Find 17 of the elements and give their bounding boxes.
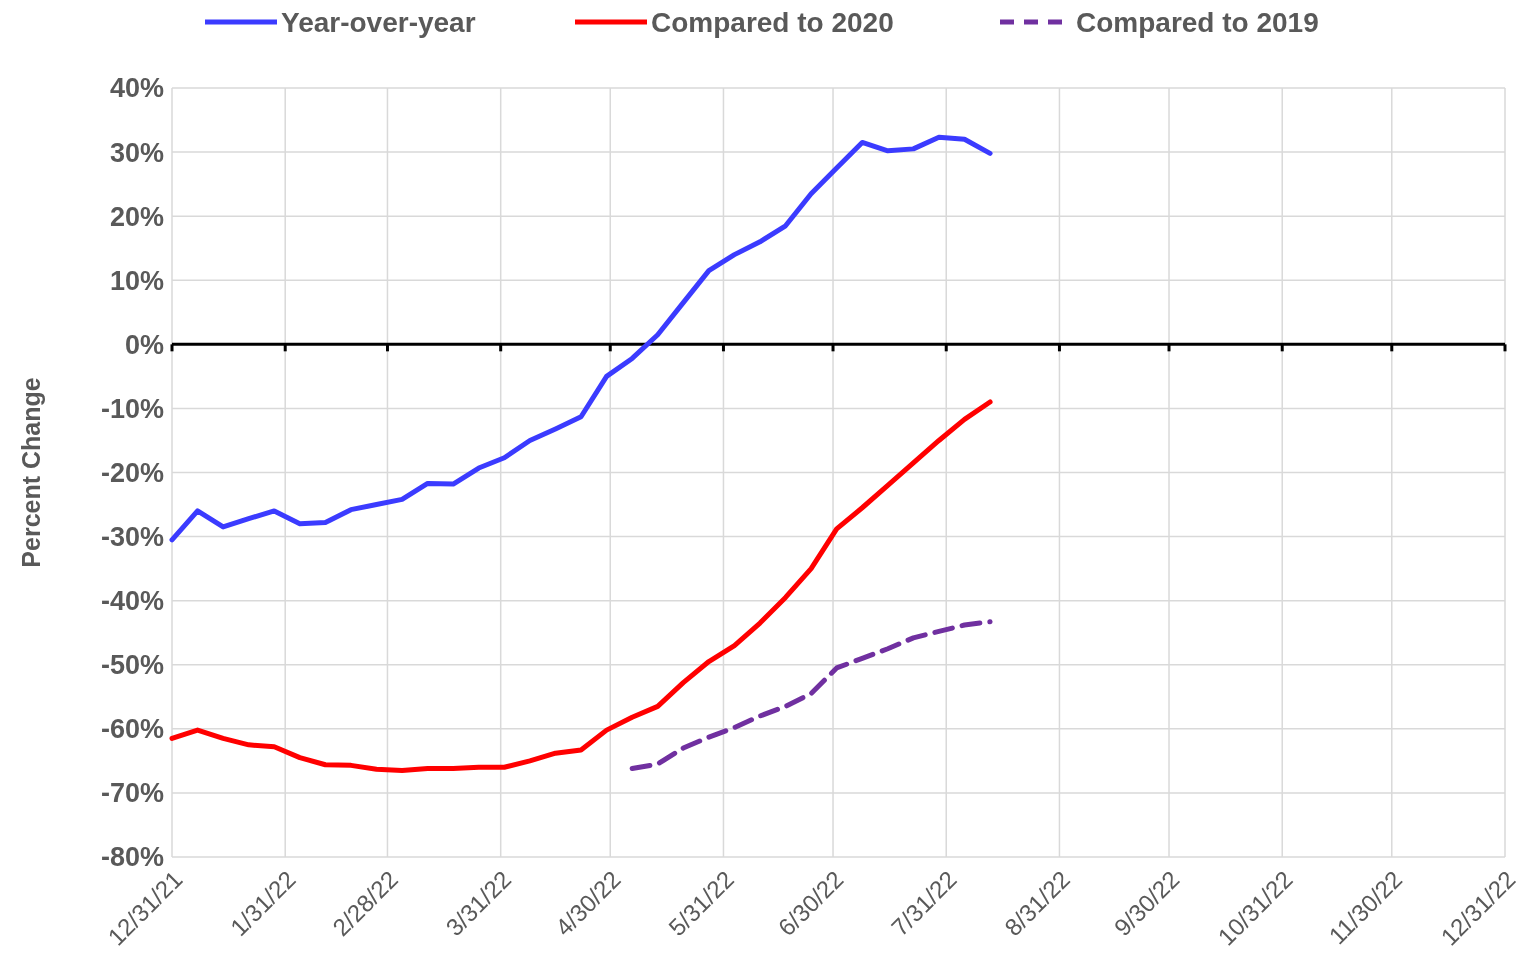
y-tick-label: -50% bbox=[100, 650, 164, 681]
y-tick-label: -10% bbox=[100, 393, 164, 424]
legend-label: Year-over-year bbox=[281, 6, 476, 38]
y-tick-label: -20% bbox=[100, 457, 164, 488]
y-tick-label: -60% bbox=[100, 714, 164, 745]
y-tick-label: 20% bbox=[109, 201, 164, 232]
legend-label: Compared to 2020 bbox=[651, 6, 894, 38]
y-axis-title: Percent Change bbox=[17, 377, 45, 568]
y-tick-label: -80% bbox=[100, 842, 164, 873]
y-tick-label: 0% bbox=[124, 329, 164, 360]
legend-label: Compared to 2019 bbox=[1076, 6, 1319, 38]
y-tick-label: -40% bbox=[100, 586, 164, 617]
y-tick-label: 10% bbox=[109, 265, 164, 296]
y-tick-label: -30% bbox=[100, 522, 164, 553]
y-tick-label: 40% bbox=[109, 73, 164, 104]
y-tick-label: -70% bbox=[100, 778, 164, 809]
y-tick-label: 30% bbox=[109, 137, 164, 168]
